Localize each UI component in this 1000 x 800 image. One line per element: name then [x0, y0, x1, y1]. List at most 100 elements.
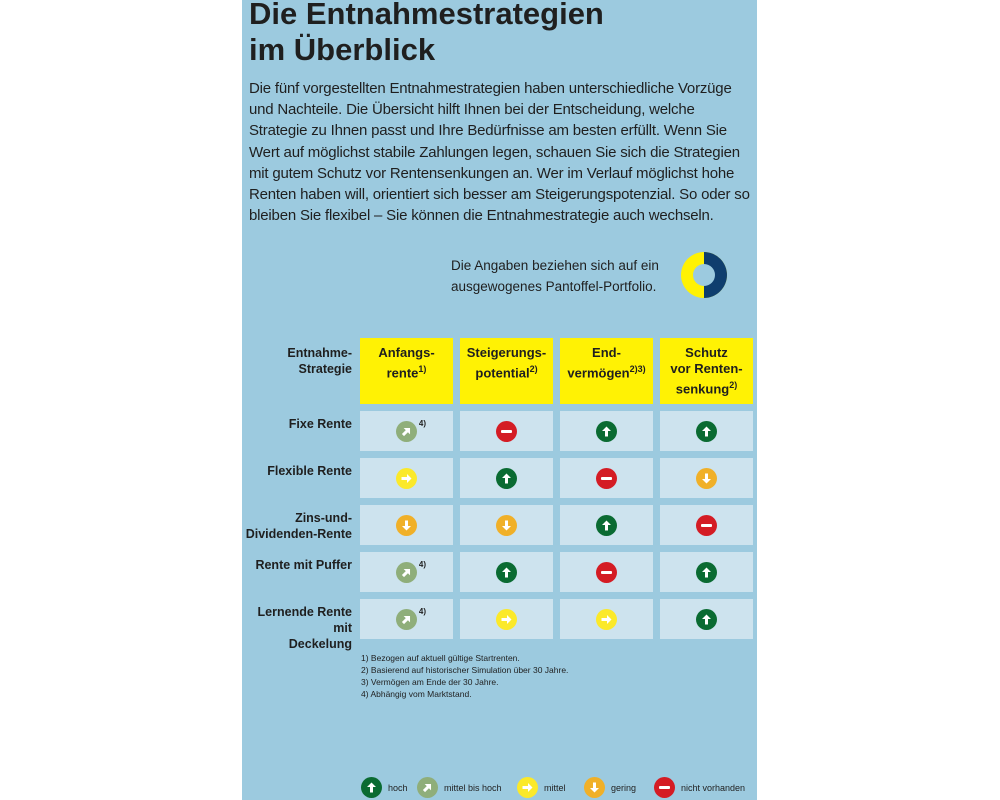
- rating-cell: [460, 505, 553, 545]
- column-header-schutz: Schutz vor Renten-senkung2): [660, 338, 753, 404]
- legend-item-gering: gering: [584, 777, 636, 798]
- legend-label-mittel: mittel: [544, 782, 566, 793]
- legend-label-hoch: hoch: [388, 782, 408, 793]
- arrow-up-right-icon: [417, 777, 438, 798]
- table-corner-label: Entnahme- Strategie: [242, 345, 352, 377]
- rating-cell: [460, 552, 553, 592]
- col-4-line-3: senkung: [675, 381, 730, 397]
- cell-footnote-marker: 4): [418, 606, 426, 616]
- arrow-up-right-icon: 4): [396, 607, 426, 630]
- row-4-line-1: Rente mit Puffer: [255, 558, 352, 572]
- legend-item-mittel: mittel: [517, 777, 566, 798]
- arrow-up-right-icon: 4): [396, 560, 426, 583]
- corner-line-1: Entnahme-: [287, 346, 352, 360]
- col-1-footnote: 1): [418, 364, 427, 374]
- col-2-footnote: 2): [529, 364, 538, 374]
- rating-cell: [360, 458, 453, 498]
- row-1-line-1: Fixe Rente: [288, 417, 352, 431]
- rating-cell: [660, 505, 753, 545]
- footnote-2: 2) Basierend auf historischer Simulation…: [361, 665, 569, 675]
- rating-cell: 4): [360, 599, 453, 639]
- rating-cell: 4): [360, 411, 453, 451]
- minus-icon: [596, 561, 617, 583]
- row-label-lernende-rente: Lernende Rente mit Deckelung: [242, 604, 352, 652]
- minus-icon: [596, 467, 617, 489]
- rating-cell: [360, 505, 453, 545]
- arrow-down-icon: [696, 467, 717, 489]
- cell-footnote-marker: 4): [418, 559, 426, 569]
- infographic-panel: Die Entnahmestrategien im Überblick Die …: [242, 0, 757, 800]
- arrow-up-icon: [496, 467, 517, 489]
- row-5-line-2: Deckelung: [288, 637, 352, 651]
- col-2-line-1: Steigerungs-: [466, 345, 547, 360]
- portfolio-note-line-1: Die Angaben beziehen sich auf ein: [451, 258, 659, 273]
- rating-cell: [660, 458, 753, 498]
- arrow-up-icon: [596, 420, 617, 442]
- legend-item-nicht-vorhanden: nicht vorhanden: [654, 777, 745, 798]
- col-4-line-2: vor Renten-: [670, 361, 743, 376]
- row-label-fixe-rente: Fixe Rente: [242, 416, 352, 432]
- legend-item-hoch: hoch: [361, 777, 408, 798]
- corner-line-2: Strategie: [298, 362, 353, 376]
- arrow-right-icon: [496, 608, 517, 630]
- rating-cell: [660, 552, 753, 592]
- arrow-up-icon: [496, 561, 517, 583]
- row-label-flexible-rente: Flexible Rente: [242, 463, 352, 479]
- row-3-line-1: Zins-und-: [295, 511, 352, 525]
- portfolio-note-line-2: ausgewogenes Pantoffel-Portfolio.: [451, 279, 657, 294]
- minus-icon: [696, 514, 717, 536]
- row-label-zins-dividenden: Zins-und- Dividenden-Rente: [242, 510, 352, 542]
- rating-cell: [460, 458, 553, 498]
- portfolio-donut-icon: [681, 252, 727, 298]
- page-title: Die Entnahmestrategien im Überblick: [249, 0, 604, 68]
- legend-label-nicht-vorhanden: nicht vorhanden: [681, 782, 746, 793]
- footnote-1: 1) Bezogen auf aktuell gültige Startrent…: [361, 653, 520, 663]
- rating-cell: [560, 599, 653, 639]
- footnote-3: 3) Vermögen am Ende der 30 Jahre.: [361, 677, 499, 687]
- col-3-line-2: vermögen: [567, 365, 630, 381]
- row-5-line-1: Lernende Rente mit: [257, 605, 352, 635]
- arrow-right-icon: [396, 467, 417, 489]
- legend: hoch mittel bis hoch mittel gering nicht…: [242, 777, 757, 799]
- arrow-up-icon: [696, 561, 717, 583]
- footnotes: 1) Bezogen auf aktuell gültige Startrent…: [361, 652, 568, 700]
- arrow-down-icon: [496, 514, 517, 536]
- arrow-right-icon: [517, 777, 538, 798]
- arrow-up-icon: [361, 777, 382, 798]
- row-label-rente-puffer: Rente mit Puffer: [242, 557, 352, 573]
- legend-label-mittel-bis-hoch: mittel bis hoch: [444, 782, 502, 793]
- rating-cell: [560, 411, 653, 451]
- column-header-steigerungspotential: Steigerungs-potential2): [460, 338, 553, 404]
- arrow-up-icon: [696, 608, 717, 630]
- column-header-anfangsrente: Anfangs-rente1): [360, 338, 453, 404]
- rating-cell: [660, 599, 753, 639]
- legend-item-mittel-bis-hoch: mittel bis hoch: [417, 777, 502, 798]
- minus-icon: [496, 420, 517, 442]
- row-2-line-1: Flexible Rente: [267, 464, 352, 478]
- col-2-line-2: potential: [475, 365, 530, 381]
- arrow-down-icon: [396, 514, 417, 536]
- col-4-footnote: 2): [729, 380, 738, 390]
- title-line-1: Die Entnahmestrategien: [249, 0, 604, 31]
- col-4-line-1: Schutz: [685, 345, 728, 360]
- cell-footnote-marker: 4): [418, 418, 426, 428]
- arrow-right-icon: [596, 608, 617, 630]
- intro-text: Die fünf vorgestellten Entnahmestrategie…: [249, 80, 750, 225]
- rating-cell: [460, 599, 553, 639]
- col-1-line-1: Anfangs-: [378, 345, 435, 360]
- col-3-footnote: 2)3): [629, 364, 646, 374]
- minus-icon: [654, 777, 675, 798]
- title-line-2: im Überblick: [249, 32, 436, 67]
- portfolio-note: Die Angaben beziehen sich auf ein ausgew…: [451, 255, 671, 297]
- column-header-endvermoegen: End-vermögen2)3): [560, 338, 653, 404]
- col-1-line-2: rente: [386, 365, 419, 381]
- col-3-line-1: End-: [592, 345, 621, 360]
- rating-cell: [560, 505, 653, 545]
- arrow-up-icon: [596, 514, 617, 536]
- rating-cell: [560, 552, 653, 592]
- rating-cell: [560, 458, 653, 498]
- arrow-down-icon: [584, 777, 605, 798]
- legend-label-gering: gering: [611, 782, 637, 793]
- rating-cell: [460, 411, 553, 451]
- arrow-up-icon: [696, 420, 717, 442]
